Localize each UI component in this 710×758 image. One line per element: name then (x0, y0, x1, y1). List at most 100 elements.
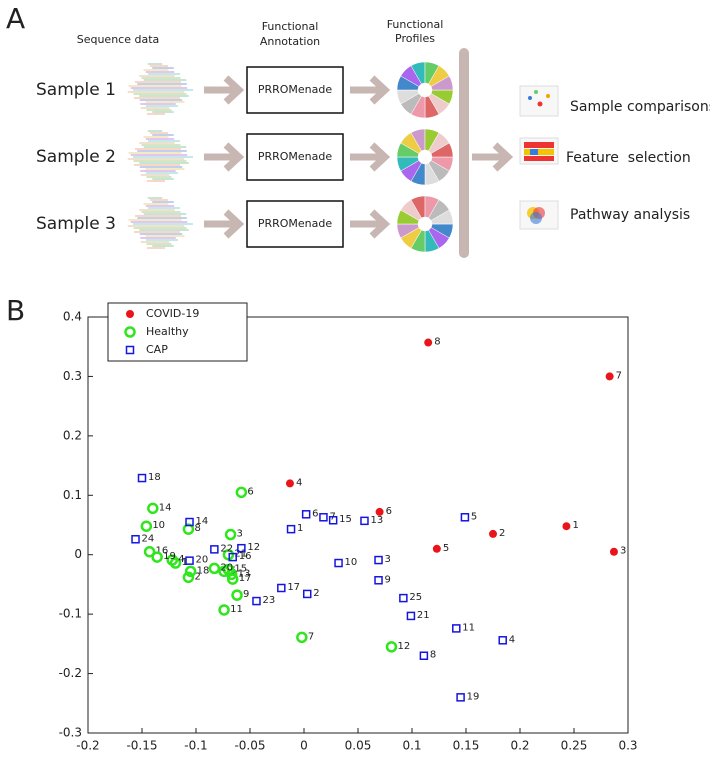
point (419, 651, 429, 660)
point-label: 13 (370, 515, 383, 526)
point (210, 545, 219, 554)
x-tick-label: 0.25 (561, 739, 588, 753)
output-label: Feature selection (566, 150, 691, 166)
point (424, 338, 433, 347)
point (182, 571, 195, 584)
point (334, 558, 343, 568)
point (456, 693, 465, 702)
y-tick-label: 0.2 (63, 428, 82, 442)
point-label: 21 (234, 549, 247, 560)
point-label: 7 (308, 631, 314, 642)
arrow (204, 142, 245, 172)
point (224, 528, 237, 541)
point (222, 548, 235, 561)
profile-wedge (430, 209, 454, 225)
point-label: 8 (434, 337, 440, 348)
point (374, 555, 383, 565)
point-label: 6 (386, 506, 392, 517)
point (222, 563, 235, 576)
x-tick-label: -0.05 (234, 739, 265, 753)
sample-label: Sample 2 (36, 147, 116, 167)
point-label: 9 (243, 589, 249, 600)
point-label: 5 (443, 543, 449, 554)
point (131, 535, 140, 544)
panel-label: A (6, 2, 25, 35)
y-tick-label: -0.2 (59, 666, 82, 680)
arrow (204, 209, 245, 239)
point-label: 8 (194, 523, 200, 534)
arrow (350, 75, 391, 105)
point (296, 631, 308, 644)
point (498, 636, 507, 645)
point-label: 3 (385, 554, 391, 565)
x-tick-label: 0.05 (345, 739, 372, 753)
x-tick-label: 0 (300, 739, 308, 753)
arrow (350, 209, 391, 239)
point-label: 20 (220, 562, 233, 573)
x-tick-label: -0.2 (76, 739, 99, 753)
point-label: 17 (239, 573, 252, 584)
point-label: 22 (220, 543, 233, 554)
point-label: 14 (159, 502, 172, 513)
point-label: 2 (499, 528, 505, 539)
point-label: 14 (196, 516, 209, 527)
point-label: 11 (462, 622, 475, 633)
point (301, 510, 311, 519)
point (185, 517, 194, 527)
point (143, 545, 156, 558)
point-label: 16 (239, 551, 252, 562)
point-label: 4 (509, 634, 515, 645)
merge-bar (459, 48, 469, 258)
arrow (350, 142, 391, 172)
point-label: 8 (430, 650, 436, 661)
y-tick-label: 0.4 (63, 310, 82, 324)
point (605, 372, 614, 381)
tool-box (246, 66, 344, 114)
point-label: 6 (247, 486, 253, 497)
arrow (472, 142, 514, 172)
y-tick-label: 0 (74, 547, 82, 561)
point (302, 589, 312, 599)
point (460, 513, 470, 522)
tool-label: PRROMenade (258, 150, 333, 163)
point (166, 554, 178, 566)
point-label: 16 (156, 546, 169, 557)
tool-label: PRROMenade (258, 83, 333, 96)
point-label: 12 (247, 542, 260, 553)
point (226, 573, 239, 585)
point-label: 18 (148, 472, 161, 483)
point (147, 502, 159, 515)
point (231, 589, 243, 601)
point (235, 486, 248, 499)
point (562, 522, 571, 531)
legend-label: COVID-19 (146, 307, 199, 320)
point (328, 515, 338, 525)
point (185, 556, 194, 565)
icon (519, 85, 559, 230)
x-tick-label: 0.15 (453, 739, 480, 753)
point-label: 3 (237, 529, 243, 540)
point (237, 543, 246, 553)
x-tick-label: 0.2 (510, 739, 529, 753)
tool-box (246, 200, 344, 248)
point-label: 15 (234, 564, 247, 575)
point-label: 19 (163, 551, 176, 562)
point (286, 524, 296, 534)
point-label: 24 (142, 533, 155, 544)
point (432, 544, 441, 553)
point-label: 10 (152, 520, 165, 531)
x-tick-label: 0.1 (402, 739, 421, 753)
point-label: 11 (230, 604, 243, 615)
point-label: 23 (262, 595, 275, 606)
x-tick-label: -0.1 (184, 739, 207, 753)
tool-label: PRROMenade (258, 217, 333, 230)
point (452, 624, 461, 633)
legend-label: CAP (146, 343, 168, 356)
panel-label: B (6, 294, 25, 327)
point-label: 20 (196, 555, 209, 566)
point (374, 576, 383, 585)
point (489, 529, 497, 538)
point (151, 551, 163, 563)
x-tick-label: 0.3 (618, 739, 637, 753)
profile-wedge (430, 142, 454, 158)
